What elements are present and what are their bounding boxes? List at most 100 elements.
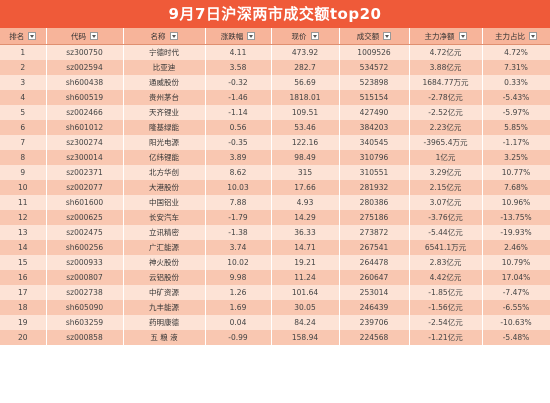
cell-net-ratio[interactable]: 4.72% bbox=[482, 44, 550, 60]
cell-net-flow[interactable]: 3.29亿元 bbox=[409, 165, 483, 180]
cell-code[interactable]: sh601600 bbox=[46, 195, 124, 210]
cell-net-ratio[interactable]: 10.96% bbox=[482, 195, 550, 210]
cell-net-flow[interactable]: -5.44亿元 bbox=[409, 225, 483, 240]
cell-name[interactable]: 阳光电源 bbox=[123, 135, 206, 150]
cell-code[interactable]: sh600438 bbox=[46, 75, 124, 90]
cell-net-ratio[interactable]: 7.68% bbox=[482, 180, 550, 195]
cell-net-ratio[interactable]: -13.75% bbox=[482, 210, 550, 225]
cell-price[interactable]: 315 bbox=[271, 165, 340, 180]
cell-code[interactable]: sz002077 bbox=[46, 180, 124, 195]
cell-change[interactable]: -0.35 bbox=[205, 135, 272, 150]
cell-turnover[interactable]: 280386 bbox=[339, 195, 410, 210]
cell-change[interactable]: -1.46 bbox=[205, 90, 272, 105]
cell-name[interactable]: 五 粮 液 bbox=[123, 330, 206, 345]
cell-name[interactable]: 长安汽车 bbox=[123, 210, 206, 225]
cell-change[interactable]: -1.79 bbox=[205, 210, 272, 225]
cell-change[interactable]: 7.88 bbox=[205, 195, 272, 210]
cell-net-ratio[interactable]: -7.47% bbox=[482, 285, 550, 300]
cell-turnover[interactable]: 384203 bbox=[339, 120, 410, 135]
cell-price[interactable]: 14.71 bbox=[271, 240, 340, 255]
cell-turnover[interactable]: 515154 bbox=[339, 90, 410, 105]
cell-price[interactable]: 36.33 bbox=[271, 225, 340, 240]
cell-turnover[interactable]: 253014 bbox=[339, 285, 410, 300]
cell-turnover[interactable]: 340545 bbox=[339, 135, 410, 150]
cell-rank[interactable]: 19 bbox=[0, 315, 47, 330]
cell-name[interactable]: 北方华创 bbox=[123, 165, 206, 180]
cell-turnover[interactable]: 260647 bbox=[339, 270, 410, 285]
cell-turnover[interactable]: 1009526 bbox=[339, 44, 410, 60]
cell-net-ratio[interactable]: -5.48% bbox=[482, 330, 550, 345]
cell-rank[interactable]: 11 bbox=[0, 195, 47, 210]
cell-change[interactable]: 8.62 bbox=[205, 165, 272, 180]
cell-turnover[interactable]: 281932 bbox=[339, 180, 410, 195]
cell-code[interactable]: sz002594 bbox=[46, 60, 124, 75]
cell-net-ratio[interactable]: 3.25% bbox=[482, 150, 550, 165]
cell-net-flow[interactable]: 3.07亿元 bbox=[409, 195, 483, 210]
cell-name[interactable]: 中矿资源 bbox=[123, 285, 206, 300]
cell-rank[interactable]: 15 bbox=[0, 255, 47, 270]
cell-price[interactable]: 84.24 bbox=[271, 315, 340, 330]
cell-price[interactable]: 56.69 bbox=[271, 75, 340, 90]
cell-turnover[interactable]: 273872 bbox=[339, 225, 410, 240]
filter-dropdown-icon[interactable] bbox=[310, 32, 319, 40]
cell-price[interactable]: 101.64 bbox=[271, 285, 340, 300]
cell-name[interactable]: 通威股份 bbox=[123, 75, 206, 90]
cell-price[interactable]: 282.7 bbox=[271, 60, 340, 75]
cell-net-flow[interactable]: 1亿元 bbox=[409, 150, 483, 165]
cell-rank[interactable]: 14 bbox=[0, 240, 47, 255]
cell-code[interactable]: sh600519 bbox=[46, 90, 124, 105]
cell-name[interactable]: 九丰能源 bbox=[123, 300, 206, 315]
cell-price[interactable]: 30.05 bbox=[271, 300, 340, 315]
cell-code[interactable]: sh600256 bbox=[46, 240, 124, 255]
cell-name[interactable]: 宁德时代 bbox=[123, 44, 206, 60]
cell-price[interactable]: 4.93 bbox=[271, 195, 340, 210]
cell-turnover[interactable]: 427490 bbox=[339, 105, 410, 120]
cell-net-flow[interactable]: -2.52亿元 bbox=[409, 105, 483, 120]
cell-price[interactable]: 109.51 bbox=[271, 105, 340, 120]
cell-rank[interactable]: 10 bbox=[0, 180, 47, 195]
cell-rank[interactable]: 12 bbox=[0, 210, 47, 225]
cell-net-ratio[interactable]: -5.97% bbox=[482, 105, 550, 120]
cell-net-flow[interactable]: -1.21亿元 bbox=[409, 330, 483, 345]
cell-name[interactable]: 天齐锂业 bbox=[123, 105, 206, 120]
cell-net-flow[interactable]: 2.83亿元 bbox=[409, 255, 483, 270]
cell-code[interactable]: sz002475 bbox=[46, 225, 124, 240]
cell-name[interactable]: 比亚迪 bbox=[123, 60, 206, 75]
cell-name[interactable]: 神火股份 bbox=[123, 255, 206, 270]
cell-net-flow[interactable]: -3.76亿元 bbox=[409, 210, 483, 225]
cell-code[interactable]: sh601012 bbox=[46, 120, 124, 135]
cell-price[interactable]: 53.46 bbox=[271, 120, 340, 135]
cell-net-flow[interactable]: 1684.77万元 bbox=[409, 75, 483, 90]
cell-turnover[interactable]: 523898 bbox=[339, 75, 410, 90]
cell-rank[interactable]: 2 bbox=[0, 60, 47, 75]
cell-net-flow[interactable]: 4.72亿元 bbox=[409, 44, 483, 60]
cell-turnover[interactable]: 264478 bbox=[339, 255, 410, 270]
cell-rank[interactable]: 3 bbox=[0, 75, 47, 90]
cell-turnover[interactable]: 246439 bbox=[339, 300, 410, 315]
cell-change[interactable]: -0.99 bbox=[205, 330, 272, 345]
cell-turnover[interactable]: 275186 bbox=[339, 210, 410, 225]
cell-change[interactable]: 1.69 bbox=[205, 300, 272, 315]
cell-code[interactable]: sh605090 bbox=[46, 300, 124, 315]
cell-net-ratio[interactable]: 0.33% bbox=[482, 75, 550, 90]
filter-dropdown-icon[interactable] bbox=[28, 32, 37, 40]
cell-rank[interactable]: 7 bbox=[0, 135, 47, 150]
cell-turnover[interactable]: 310551 bbox=[339, 165, 410, 180]
cell-code[interactable]: sz000933 bbox=[46, 255, 124, 270]
filter-dropdown-icon[interactable] bbox=[383, 32, 392, 40]
cell-turnover[interactable]: 310796 bbox=[339, 150, 410, 165]
cell-net-flow[interactable]: 6541.1万元 bbox=[409, 240, 483, 255]
cell-code[interactable]: sz300750 bbox=[46, 44, 124, 60]
cell-change[interactable]: 3.89 bbox=[205, 150, 272, 165]
cell-price[interactable]: 1818.01 bbox=[271, 90, 340, 105]
cell-price[interactable]: 11.24 bbox=[271, 270, 340, 285]
cell-code[interactable]: sz000807 bbox=[46, 270, 124, 285]
cell-rank[interactable]: 20 bbox=[0, 330, 47, 345]
cell-name[interactable]: 隆基绿能 bbox=[123, 120, 206, 135]
cell-rank[interactable]: 18 bbox=[0, 300, 47, 315]
cell-rank[interactable]: 4 bbox=[0, 90, 47, 105]
cell-net-flow[interactable]: -2.78亿元 bbox=[409, 90, 483, 105]
cell-net-ratio[interactable]: -19.93% bbox=[482, 225, 550, 240]
cell-change[interactable]: 4.11 bbox=[205, 44, 272, 60]
cell-rank[interactable]: 5 bbox=[0, 105, 47, 120]
